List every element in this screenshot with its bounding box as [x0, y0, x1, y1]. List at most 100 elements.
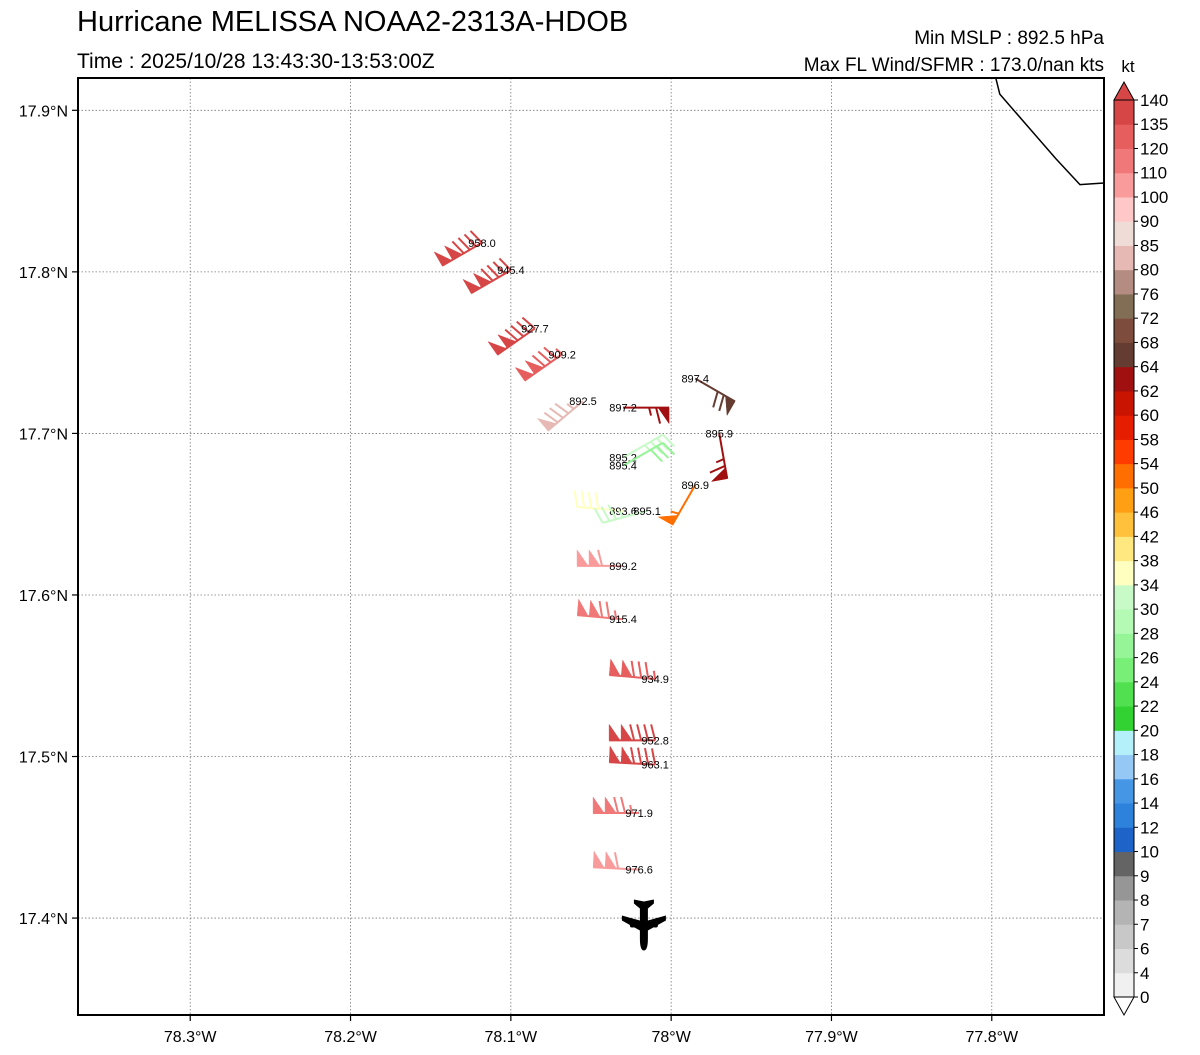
colorbar-segment [1114, 730, 1134, 756]
x-tick-label: 77.8°W [965, 1029, 1019, 1046]
barb-feather [510, 324, 525, 338]
wind-barb: 897.2 [609, 403, 670, 425]
barb-flag [524, 360, 544, 375]
colorbar-segment [1114, 269, 1134, 295]
barb-feather [656, 445, 670, 459]
colorbar-label: 140 [1140, 91, 1168, 110]
colorbar-label: 100 [1140, 188, 1168, 207]
coastline [995, 78, 1104, 186]
pressure-label: 895.1 [633, 506, 661, 518]
barb-feather [504, 328, 519, 342]
colorbar-label: 58 [1140, 430, 1159, 449]
colorbar-label: 16 [1140, 770, 1159, 789]
colorbar-segment [1114, 100, 1134, 125]
barb-flag [588, 599, 601, 618]
barb-half-feather [652, 670, 657, 680]
barb-flag [608, 723, 621, 741]
barb-feather [629, 724, 636, 741]
barb-feather [598, 600, 604, 618]
colorbar-label: 12 [1140, 818, 1159, 837]
barb-feather [521, 316, 536, 330]
colorbar-segment [1114, 439, 1134, 465]
wind-barb: 952.8 [608, 723, 669, 747]
pressure-label: 963.1 [641, 760, 669, 772]
barb-flag [497, 334, 517, 349]
barb-feather [650, 449, 663, 463]
barb-half-feather [715, 458, 725, 464]
barb-flag [592, 796, 605, 814]
wind-barb: 927.7 [487, 316, 549, 356]
barb-flag [576, 549, 589, 567]
barb-flag [576, 598, 589, 617]
barb-flag [462, 278, 482, 294]
y-tick-label: 17.4°N [19, 911, 68, 928]
y-tick-label: 17.5°N [19, 750, 68, 767]
colorbar-segment [1114, 342, 1134, 368]
colorbar-label: 18 [1140, 746, 1159, 765]
colorbar-over-arrow [1113, 80, 1135, 101]
barb-staff [622, 433, 664, 459]
colorbar-segment [1114, 584, 1134, 610]
barb-feather [587, 491, 593, 509]
pressure-label: 952.8 [641, 735, 669, 747]
colorbar-segment [1114, 681, 1134, 707]
wind-barb: 976.6 [592, 850, 653, 877]
x-tick-label: 78.1°W [485, 1029, 539, 1046]
barb-feather [630, 747, 636, 764]
barb-feather [620, 796, 627, 814]
barb-half-feather [566, 403, 575, 410]
observations-layer: 958.0 945.4 927.7 909.2 892.5 897.2 897.4 895.9… [433, 230, 736, 877]
colorbar-label: 60 [1140, 406, 1159, 425]
y-tick-label: 17.9°N [19, 103, 68, 120]
barb-feather [486, 264, 500, 278]
barb-feather [650, 440, 663, 455]
pressure-label: 927.7 [521, 323, 549, 335]
colorbar-segment [1114, 293, 1134, 319]
barb-feather [469, 230, 483, 244]
axis-layer: 78.3°W 78.2°W 78.1°W 78°W 77.9°W 77.8°W 17.4°N… [19, 103, 1019, 1046]
colorbar-label: 38 [1140, 552, 1159, 571]
colorbar-label: 6 [1140, 940, 1149, 959]
colorbar-label: 34 [1140, 576, 1159, 595]
x-tick-label: 78.3°W [164, 1029, 218, 1046]
colorbar-segment [1114, 366, 1134, 392]
colorbar-label: 26 [1140, 649, 1159, 668]
colorbar-label: 42 [1140, 527, 1159, 546]
colorbar-segment [1114, 924, 1134, 950]
colorbar-label: 135 [1140, 115, 1168, 134]
barb-flag [657, 515, 679, 526]
colorbar-label: 22 [1140, 697, 1159, 716]
barb-feather [605, 601, 611, 619]
colorbar-segment [1114, 463, 1134, 489]
colorbar-segment [1114, 390, 1134, 416]
barb-feather [593, 507, 604, 524]
colorbar-label: 30 [1140, 600, 1159, 619]
colorbar-label: 120 [1140, 139, 1168, 158]
colorbar-label: 7 [1140, 915, 1149, 934]
barb-feather [463, 233, 477, 247]
barb-half-feather [613, 610, 618, 619]
pressure-label: 934.9 [641, 674, 669, 686]
barb-feather [537, 350, 552, 364]
barb-feather [480, 268, 494, 282]
colorbar-label: 50 [1140, 479, 1159, 498]
pressure-label: 895.9 [705, 428, 733, 440]
colorbar-segment [1114, 172, 1134, 198]
barb-feather [644, 661, 650, 679]
colorbar-label: 10 [1140, 843, 1159, 862]
colorbar-label: 90 [1140, 212, 1159, 231]
barb-feather [712, 391, 719, 408]
colorbar-label: 9 [1140, 867, 1149, 886]
y-tick-label: 17.8°N [19, 265, 68, 282]
airplane-engine [629, 919, 635, 928]
x-tick-label: 78°W [652, 1029, 692, 1046]
barb-feather [643, 724, 650, 741]
barb-feather [650, 748, 657, 765]
wind-barb: 934.9 [609, 658, 669, 686]
plot-frame [77, 77, 1105, 1016]
y-tick-label: 17.6°N [19, 588, 68, 605]
barb-feather [637, 661, 643, 678]
colorbar-label: 68 [1140, 333, 1159, 352]
barb-half-feather [555, 348, 563, 356]
barb-flag [725, 395, 736, 417]
